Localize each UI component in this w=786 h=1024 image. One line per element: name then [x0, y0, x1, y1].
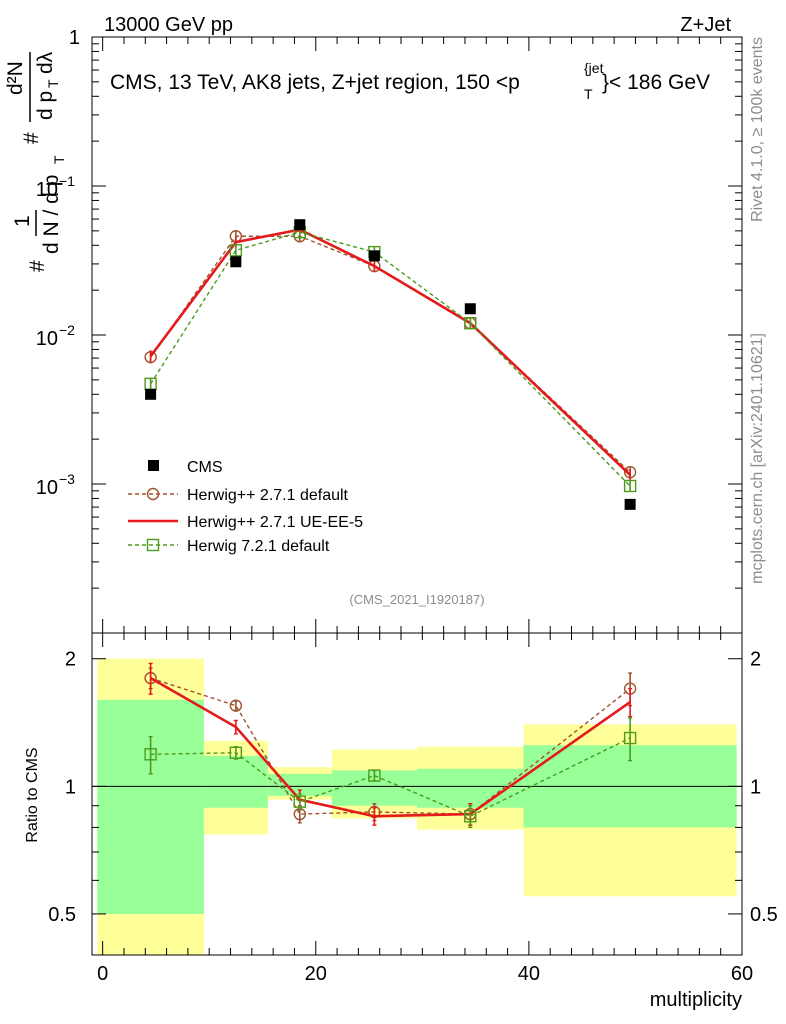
- ratio-line-series-0: [150, 677, 631, 815]
- inner-band-bin-1: [203, 755, 268, 808]
- title-suffix: }< 186 GeV: [602, 71, 710, 94]
- process-label: Z+Jet: [680, 14, 731, 36]
- ratio-y-tick-label-right: 1: [750, 776, 761, 798]
- title-prefix: CMS, 13 TeV, AK8 jets, Z+jet region, 150…: [110, 71, 520, 94]
- ratio-marker-square: [293, 795, 306, 808]
- legend: CMS Herwig++ 2.7.1 default Herwig++ 2.7.…: [128, 459, 363, 555]
- energy-label: 13000 GeV pp: [104, 14, 233, 36]
- ylabel-den: d p: [34, 91, 57, 120]
- ylabel-den-sub: T: [45, 79, 61, 88]
- main-line-series-0: [150, 235, 631, 473]
- ylabel-dl: dλ: [34, 51, 57, 74]
- ratio-y-axis-label: Ratio to CMS: [24, 747, 41, 842]
- main-marker-square: [623, 479, 637, 493]
- title-sup: {jet: [584, 60, 604, 76]
- main-y-axis-label: # 1 d N / d p T # d²N d p T dλ: [4, 51, 67, 272]
- ratio-line-series-2: [150, 737, 631, 818]
- cms-data-point: [294, 219, 306, 231]
- main-y-tick-label-exp: −1: [59, 173, 75, 189]
- ratio-line-series-1: [149, 676, 631, 818]
- ratio-y-tick-label-left: 2: [65, 649, 76, 671]
- main-line-series-1: [149, 228, 632, 476]
- ylabel-hash2: #: [20, 132, 43, 144]
- main-marker-square: [464, 317, 477, 330]
- main-axis-ticks: 110 −110 −210 −30 20 40 60: [36, 27, 753, 985]
- analysis-id: (CMS_2021_I1920187): [349, 592, 484, 607]
- legend-herwig7-label: Herwig 7.2.1 default: [187, 538, 330, 555]
- main-y-tick-label: 1: [69, 27, 80, 49]
- legend-cms-label: CMS: [187, 459, 223, 476]
- inner-band-bin-2: [267, 773, 332, 796]
- legend-herwigpp-default-marker: [146, 487, 160, 501]
- ylabel-denom: d N / d p: [40, 175, 63, 254]
- x-tick-label: 40: [518, 963, 540, 985]
- cms-data-point: [624, 498, 636, 510]
- ratio-marker-square: [623, 731, 637, 745]
- ratio-y-tick-label-left: 1: [65, 776, 76, 798]
- ylabel-denom-sub: T: [51, 155, 67, 164]
- legend-herwig7-marker: [146, 538, 160, 552]
- ratio-y-tick-label-right: 2: [750, 649, 761, 671]
- main-marker-square: [229, 244, 243, 257]
- x-tick-label: 0: [97, 963, 108, 985]
- main-series-group: [144, 223, 637, 493]
- legend-herwigpp-ueee5-label: Herwig++ 2.7.1 UE-EE-5: [187, 514, 363, 531]
- x-tick-label: 20: [305, 963, 327, 985]
- ratio-marker-square: [368, 769, 381, 782]
- title-sub: T: [584, 86, 593, 102]
- cms-data-point: [230, 256, 242, 268]
- ratio-y-tick-label-right: 0.5: [750, 904, 778, 926]
- cms-data-points: [145, 219, 636, 510]
- ratio-marker-circle: [229, 699, 243, 712]
- ratio-marker-square: [144, 748, 157, 761]
- cms-data-point: [464, 303, 476, 315]
- x-axis-label: multiplicity: [650, 989, 742, 1011]
- ratio-plot-frame: [91, 632, 743, 956]
- ylabel-one: 1: [11, 215, 34, 227]
- legend-cms-marker: [148, 460, 159, 471]
- legend-herwigpp-default-label: Herwig++ 2.7.1 default: [187, 487, 349, 504]
- rivet-version-text: Rivet 4.1.0, ≥ 100k events: [749, 37, 766, 222]
- main-y-tick-label-exp: −3: [59, 471, 75, 487]
- main-line-series-2: [150, 231, 631, 487]
- main-y-tick-label-base: 10: [36, 477, 58, 499]
- ratio-marker-square: [229, 746, 243, 759]
- ylabel-num: d²N: [4, 61, 27, 95]
- x-tick-label: 60: [731, 963, 753, 985]
- cms-data-point: [145, 388, 157, 400]
- ratio-series-group: [144, 662, 637, 829]
- ylabel-hash1: #: [26, 260, 49, 272]
- main-y-tick-label-base: 10: [36, 179, 58, 201]
- plot-title: CMS, 13 TeV, AK8 jets, Z+jet region, 150…: [110, 60, 710, 102]
- cms-data-point: [368, 250, 380, 262]
- inner-band-bin-0: [97, 699, 204, 914]
- ratio-marker-square: [464, 810, 477, 823]
- main-y-tick-label-base: 10: [36, 328, 58, 350]
- source-text: mcplots.cern.ch [arXiv:2401.10621]: [749, 333, 766, 584]
- ratio-axis-ticks: 0.5 0.5 1 1 2 2: [48, 649, 778, 956]
- main-y-tick-label-exp: −2: [59, 322, 75, 338]
- ratio-y-tick-label-left: 0.5: [48, 904, 76, 926]
